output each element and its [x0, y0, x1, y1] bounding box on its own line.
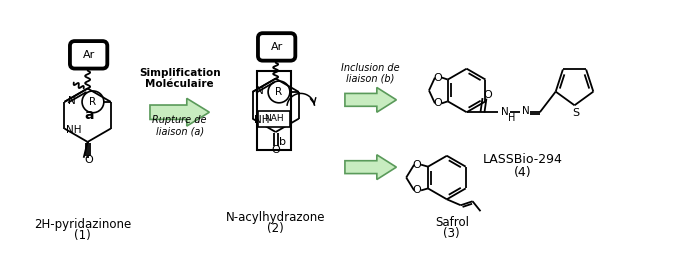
Text: liaison (a): liaison (a): [156, 126, 204, 136]
Text: Simplification: Simplification: [139, 68, 221, 78]
Text: Ar: Ar: [271, 42, 283, 52]
Text: Safrol: Safrol: [435, 215, 469, 229]
Text: N: N: [522, 106, 530, 116]
Polygon shape: [345, 88, 396, 112]
Text: Rupture de: Rupture de: [153, 115, 207, 125]
Text: liaison (b): liaison (b): [346, 74, 395, 84]
Text: a: a: [85, 108, 94, 122]
Text: b: b: [279, 137, 286, 147]
Text: (1): (1): [74, 229, 91, 242]
FancyBboxPatch shape: [259, 34, 294, 60]
FancyBboxPatch shape: [71, 42, 107, 68]
Text: Moléculaire: Moléculaire: [145, 78, 214, 89]
Text: NH: NH: [65, 124, 81, 135]
Text: LASSBio-294: LASSBio-294: [483, 153, 563, 166]
Text: R: R: [89, 97, 97, 107]
Bar: [257, 71, 291, 150]
Text: O: O: [84, 155, 93, 165]
Bar: [259, 111, 290, 127]
Text: O: O: [412, 160, 421, 170]
Text: N: N: [256, 86, 263, 96]
Text: 2H-pyridazinone: 2H-pyridazinone: [34, 218, 132, 230]
Text: (4): (4): [514, 166, 532, 179]
Text: (3): (3): [443, 227, 460, 241]
Polygon shape: [150, 98, 209, 126]
Text: H: H: [508, 113, 516, 123]
Text: NH: NH: [254, 115, 269, 125]
Text: O: O: [433, 98, 442, 108]
Text: (2): (2): [267, 222, 284, 235]
Text: NAH: NAH: [265, 114, 284, 123]
Text: N: N: [502, 107, 509, 117]
Text: N-acylhydrazone: N-acylhydrazone: [226, 211, 325, 224]
Text: S: S: [572, 108, 579, 118]
Text: O: O: [412, 185, 421, 195]
Text: Ar: Ar: [82, 50, 94, 60]
Text: Inclusion de: Inclusion de: [342, 63, 400, 73]
Text: O: O: [483, 91, 492, 100]
Text: N: N: [68, 96, 76, 106]
Text: O: O: [271, 145, 280, 155]
Polygon shape: [345, 155, 396, 179]
Text: R: R: [275, 87, 283, 97]
Text: O: O: [433, 73, 442, 83]
